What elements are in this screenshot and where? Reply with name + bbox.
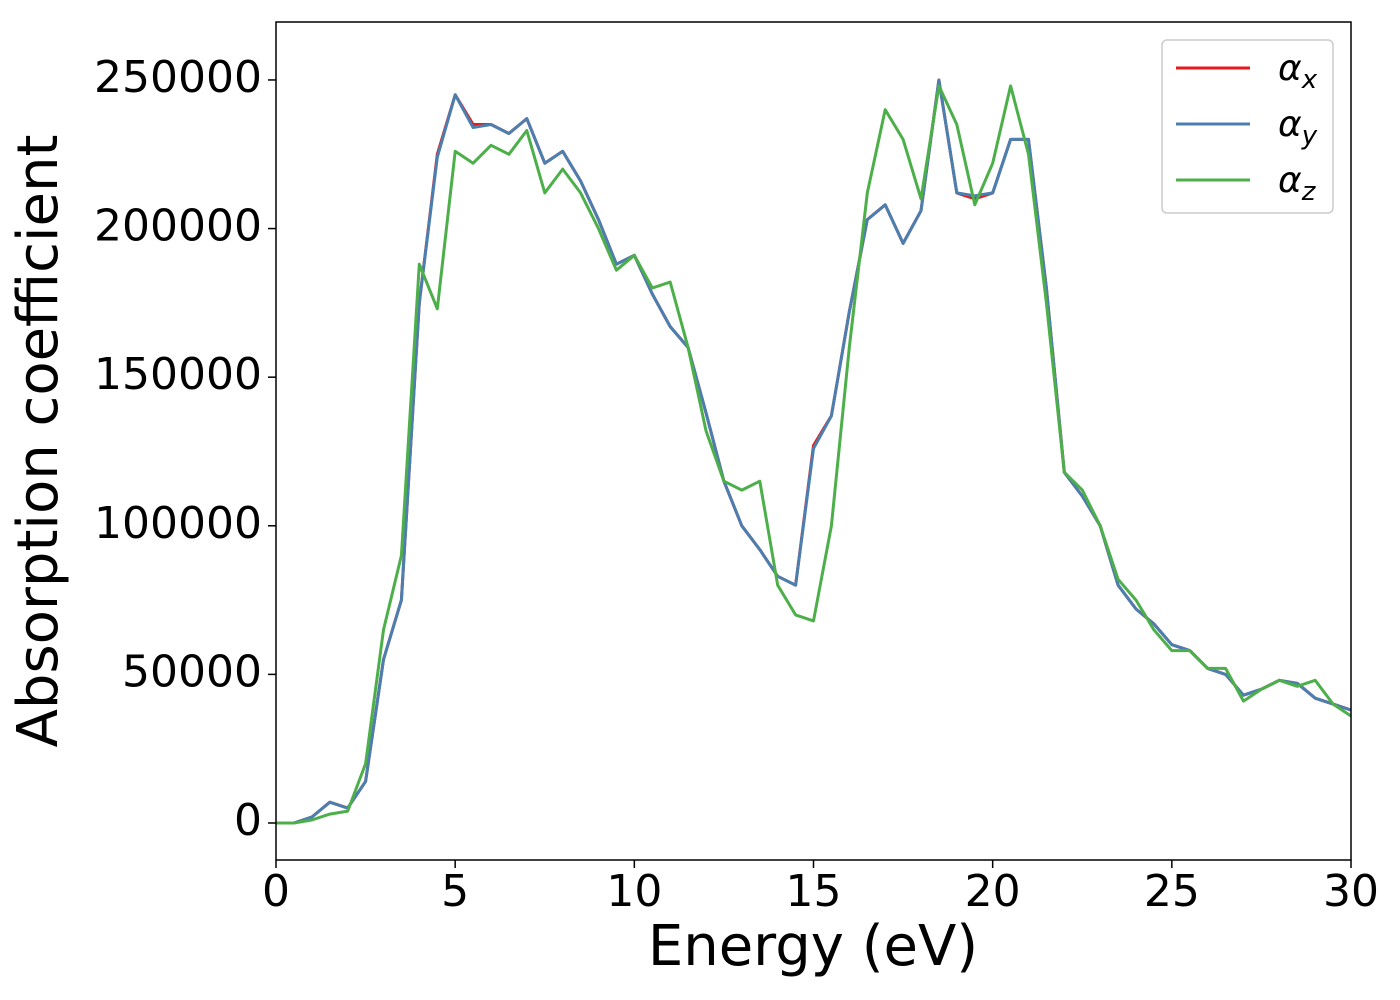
y-tick-label: 100000 [94,498,262,549]
y-tick-label: 150000 [94,349,262,400]
x-tick-label: 20 [965,866,1021,917]
x-tick-label: 5 [441,866,469,917]
series-line [276,78,1351,825]
legend-label: αy [1278,104,1318,151]
legend-label: αx [1278,48,1318,95]
x-axis-label: Energy (eV) [648,914,978,979]
series-line [276,84,1351,825]
x-tick-label: 10 [606,866,662,917]
legend-label: αz [1278,160,1317,207]
x-tick-label: 15 [786,866,842,917]
y-axis-label: Absorption coefficient [6,135,71,748]
x-tick-label: 0 [262,866,290,917]
y-tick-label: 200000 [94,201,262,252]
plot-frame [275,21,1352,861]
x-tick-label: 30 [1323,866,1379,917]
x-tick-label: 25 [1144,866,1200,917]
y-tick-label: 250000 [94,52,262,103]
y-tick-label: 0 [234,795,262,846]
y-tick-label: 50000 [122,646,262,697]
legend-box [1161,39,1334,214]
